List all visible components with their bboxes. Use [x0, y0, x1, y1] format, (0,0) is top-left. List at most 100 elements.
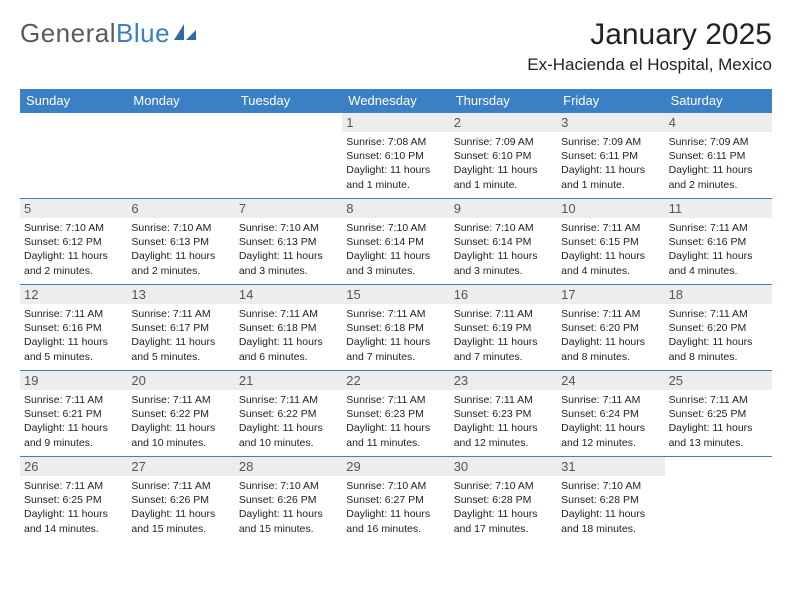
title-block: January 2025 Ex-Hacienda el Hospital, Me…: [527, 18, 772, 75]
day-details: Sunrise: 7:11 AMSunset: 6:24 PMDaylight:…: [561, 393, 660, 450]
day-details: Sunrise: 7:10 AMSunset: 6:12 PMDaylight:…: [24, 221, 123, 278]
calendar-cell: 1 Sunrise: 7:08 AMSunset: 6:10 PMDaylight…: [342, 113, 449, 198]
calendar-cell: 6 Sunrise: 7:10 AMSunset: 6:13 PMDaylight…: [127, 199, 234, 284]
day-number: 3: [557, 113, 664, 132]
calendar-cell: 11Sunrise: 7:11 AMSunset: 6:16 PMDayligh…: [665, 199, 772, 284]
day-number: 27: [127, 457, 234, 476]
calendar-cell: 28 Sunrise: 7:10 AMSunset: 6:26 PMDayligh…: [235, 457, 342, 542]
day-number: 14: [235, 285, 342, 304]
logo-sail-icon: [172, 22, 198, 42]
calendar-week: 19Sunrise: 7:11 AMSunset: 6:21 PMDayligh…: [20, 371, 772, 457]
calendar-week: 26Sunrise: 7:11 AMSunset: 6:25 PMDayligh…: [20, 457, 772, 542]
location: Ex-Hacienda el Hospital, Mexico: [527, 55, 772, 75]
day-details: Sunrise: 7:11 AMSunset: 6:23 PMDaylight:…: [346, 393, 445, 450]
calendar-cell: 10 Sunrise: 7:11 AMSunset: 6:15 PMDayligh…: [557, 199, 664, 284]
day-number: 2: [450, 113, 557, 132]
day-details: Sunrise: 7:11 AMSunset: 6:25 PMDaylight:…: [669, 393, 768, 450]
day-details: Sunrise: 7:11 AMSunset: 6:18 PMDaylight:…: [346, 307, 445, 364]
day-details: Sunrise: 7:11 AMSunset: 6:15 PMDaylight:…: [561, 221, 660, 278]
calendar-cell: 27Sunrise: 7:11 AMSunset: 6:26 PMDayligh…: [127, 457, 234, 542]
day-details: Sunrise: 7:10 AMSunset: 6:28 PMDaylight:…: [561, 479, 660, 536]
day-number: 5: [20, 199, 127, 218]
day-details: Sunrise: 7:11 AMSunset: 6:18 PMDaylight:…: [239, 307, 338, 364]
day-number: 26: [20, 457, 127, 476]
day-number: 31: [557, 457, 664, 476]
calendar-cell: 4 Sunrise: 7:09 AMSunset: 6:11 PMDaylight…: [665, 113, 772, 198]
day-details: Sunrise: 7:10 AMSunset: 6:14 PMDaylight:…: [454, 221, 553, 278]
day-details: Sunrise: 7:11 AMSunset: 6:22 PMDaylight:…: [239, 393, 338, 450]
calendar-body: 1 Sunrise: 7:08 AMSunset: 6:10 PMDaylight…: [20, 113, 772, 542]
logo-text-1: General: [20, 18, 116, 49]
calendar-cell: 15 Sunrise: 7:11 AMSunset: 6:18 PMDayligh…: [342, 285, 449, 370]
logo-text-2: Blue: [116, 18, 170, 49]
calendar-cell: 29 Sunrise: 7:10 AMSunset: 6:27 PMDayligh…: [342, 457, 449, 542]
calendar-week: 1 Sunrise: 7:08 AMSunset: 6:10 PMDaylight…: [20, 113, 772, 199]
calendar-cell: 23 Sunrise: 7:11 AMSunset: 6:23 PMDayligh…: [450, 371, 557, 456]
day-header: Tuesday: [235, 89, 342, 113]
day-number: 7: [235, 199, 342, 218]
calendar-cell: 31 Sunrise: 7:10 AMSunset: 6:28 PMDayligh…: [557, 457, 664, 542]
calendar-cell: 20Sunrise: 7:11 AMSunset: 6:22 PMDayligh…: [127, 371, 234, 456]
calendar-cell: 30Sunrise: 7:10 AMSunset: 6:28 PMDayligh…: [450, 457, 557, 542]
day-header: Saturday: [665, 89, 772, 113]
day-number: 23: [450, 371, 557, 390]
day-header: Friday: [557, 89, 664, 113]
calendar: SundayMondayTuesdayWednesdayThursdayFrid…: [20, 89, 772, 542]
calendar-header-row: SundayMondayTuesdayWednesdayThursdayFrid…: [20, 89, 772, 113]
day-number: 1: [342, 113, 449, 132]
calendar-cell: 12 Sunrise: 7:11 AMSunset: 6:16 PMDayligh…: [20, 285, 127, 370]
calendar-cell: 22Sunrise: 7:11 AMSunset: 6:23 PMDayligh…: [342, 371, 449, 456]
day-header: Sunday: [20, 89, 127, 113]
day-details: Sunrise: 7:10 AMSunset: 6:28 PMDaylight:…: [454, 479, 553, 536]
calendar-cell: 25 Sunrise: 7:11 AMSunset: 6:25 PMDayligh…: [665, 371, 772, 456]
calendar-cell: 9 Sunrise: 7:10 AMSunset: 6:14 PMDaylight…: [450, 199, 557, 284]
day-details: Sunrise: 7:08 AMSunset: 6:10 PMDaylight:…: [346, 135, 445, 192]
day-details: Sunrise: 7:11 AMSunset: 6:16 PMDaylight:…: [669, 221, 768, 278]
month-title: January 2025: [527, 18, 772, 51]
day-number: 25: [665, 371, 772, 390]
day-details: Sunrise: 7:11 AMSunset: 6:19 PMDaylight:…: [454, 307, 553, 364]
calendar-cell: 24Sunrise: 7:11 AMSunset: 6:24 PMDayligh…: [557, 371, 664, 456]
calendar-cell: [127, 113, 234, 198]
day-number: 15: [342, 285, 449, 304]
day-number: 12: [20, 285, 127, 304]
day-number: 10: [557, 199, 664, 218]
day-details: Sunrise: 7:11 AMSunset: 6:16 PMDaylight:…: [24, 307, 123, 364]
calendar-cell: 13Sunrise: 7:11 AMSunset: 6:17 PMDayligh…: [127, 285, 234, 370]
calendar-cell: 19Sunrise: 7:11 AMSunset: 6:21 PMDayligh…: [20, 371, 127, 456]
day-details: Sunrise: 7:09 AMSunset: 6:11 PMDaylight:…: [669, 135, 768, 192]
day-details: Sunrise: 7:10 AMSunset: 6:14 PMDaylight:…: [346, 221, 445, 278]
day-details: Sunrise: 7:10 AMSunset: 6:26 PMDaylight:…: [239, 479, 338, 536]
calendar-cell: 26Sunrise: 7:11 AMSunset: 6:25 PMDayligh…: [20, 457, 127, 542]
calendar-cell: 7Sunrise: 7:10 AMSunset: 6:13 PMDaylight…: [235, 199, 342, 284]
day-number: 17: [557, 285, 664, 304]
calendar-cell: 21Sunrise: 7:11 AMSunset: 6:22 PMDayligh…: [235, 371, 342, 456]
calendar-cell: 5 Sunrise: 7:10 AMSunset: 6:12 PMDaylight…: [20, 199, 127, 284]
calendar-cell: 8 Sunrise: 7:10 AMSunset: 6:14 PMDaylight…: [342, 199, 449, 284]
calendar-cell: [665, 457, 772, 542]
calendar-week: 12 Sunrise: 7:11 AMSunset: 6:16 PMDayligh…: [20, 285, 772, 371]
day-details: Sunrise: 7:11 AMSunset: 6:22 PMDaylight:…: [131, 393, 230, 450]
day-number: 9: [450, 199, 557, 218]
calendar-week: 5 Sunrise: 7:10 AMSunset: 6:12 PMDaylight…: [20, 199, 772, 285]
calendar-cell: [235, 113, 342, 198]
day-details: Sunrise: 7:11 AMSunset: 6:23 PMDaylight:…: [454, 393, 553, 450]
day-details: Sunrise: 7:11 AMSunset: 6:20 PMDaylight:…: [561, 307, 660, 364]
day-number: 29: [342, 457, 449, 476]
day-details: Sunrise: 7:10 AMSunset: 6:13 PMDaylight:…: [131, 221, 230, 278]
calendar-cell: [20, 113, 127, 198]
day-number: 19: [20, 371, 127, 390]
logo: GeneralBlue: [20, 18, 198, 49]
day-details: Sunrise: 7:09 AMSunset: 6:10 PMDaylight:…: [454, 135, 553, 192]
header: GeneralBlue January 2025 Ex-Hacienda el …: [20, 18, 772, 75]
day-number: 6: [127, 199, 234, 218]
day-details: Sunrise: 7:11 AMSunset: 6:20 PMDaylight:…: [669, 307, 768, 364]
day-details: Sunrise: 7:11 AMSunset: 6:17 PMDaylight:…: [131, 307, 230, 364]
calendar-cell: 17 Sunrise: 7:11 AMSunset: 6:20 PMDayligh…: [557, 285, 664, 370]
day-number: 16: [450, 285, 557, 304]
day-header: Wednesday: [342, 89, 449, 113]
day-details: Sunrise: 7:10 AMSunset: 6:27 PMDaylight:…: [346, 479, 445, 536]
day-number: 28: [235, 457, 342, 476]
day-number: 4: [665, 113, 772, 132]
day-number: 8: [342, 199, 449, 218]
